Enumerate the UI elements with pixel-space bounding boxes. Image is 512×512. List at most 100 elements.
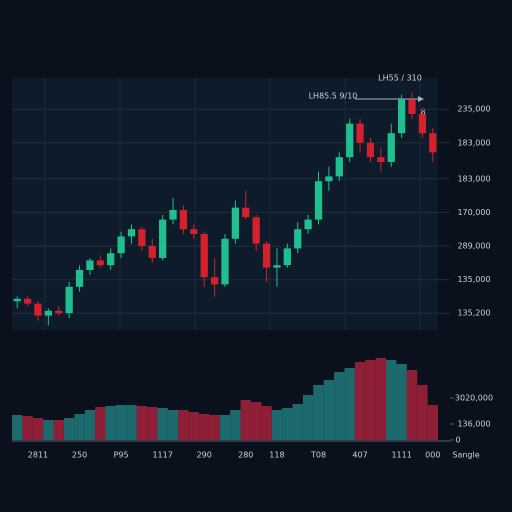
volume-tick-label: 0 xyxy=(455,436,460,445)
volume-bar xyxy=(282,408,293,440)
candle-body xyxy=(127,229,136,237)
annotation: LH55 / 310 xyxy=(378,74,422,83)
candle-body xyxy=(148,246,156,258)
annotation: 8 xyxy=(420,108,425,117)
volume-bar xyxy=(115,405,127,440)
volume-bar xyxy=(250,402,262,440)
volume-bar xyxy=(63,418,75,440)
x-tick-label: P95 xyxy=(114,451,129,460)
volume-bar xyxy=(344,368,355,440)
volume-bar xyxy=(22,416,33,440)
x-tick-label: 1117 xyxy=(152,451,172,460)
volume-bar xyxy=(240,400,251,440)
candle-body xyxy=(96,260,104,266)
candle-body xyxy=(23,298,32,304)
volume-bar xyxy=(84,410,96,440)
candle-body xyxy=(273,265,281,268)
candle-body xyxy=(169,210,177,220)
volume-bar xyxy=(95,407,106,440)
candle-body xyxy=(283,248,291,266)
volume-bar xyxy=(417,385,428,440)
volume-bar xyxy=(230,410,241,440)
volume-bar xyxy=(188,412,200,440)
x-tick-label: T08 xyxy=(310,451,326,460)
x-tick-label: 407 xyxy=(352,451,367,460)
candle-body xyxy=(387,133,395,162)
x-tick-label: 118 xyxy=(269,451,284,460)
candle-body xyxy=(335,157,343,177)
candle-body xyxy=(179,210,188,230)
x-tick-label: 1111 xyxy=(391,451,411,460)
volume-bar xyxy=(261,406,272,440)
candle-body xyxy=(13,298,21,302)
volume-bar xyxy=(12,415,23,440)
candle-body xyxy=(377,157,385,162)
candle-body xyxy=(346,123,354,158)
x-tick-label: 250 xyxy=(72,451,87,460)
candle-body xyxy=(221,238,229,285)
y-tick-label: 183,000 xyxy=(457,138,490,147)
candle-body xyxy=(117,236,125,254)
annotation-arrowhead xyxy=(418,96,424,102)
volume-tick-label: 136,000 xyxy=(457,420,490,429)
plot-area xyxy=(12,78,438,330)
y-tick-label: 183,000 xyxy=(457,174,490,183)
y-tick-label: 135,000 xyxy=(457,275,490,284)
volume-bar xyxy=(157,408,168,440)
volume-bar xyxy=(126,405,137,440)
candle-body xyxy=(190,229,198,234)
volume-bar xyxy=(209,415,220,440)
candle-body xyxy=(75,270,84,287)
candle-body xyxy=(44,310,53,316)
candle-body xyxy=(242,207,250,218)
volume-bar xyxy=(323,380,335,440)
volume-bar xyxy=(313,385,324,440)
volume-bar xyxy=(53,420,64,440)
volume-bar xyxy=(32,418,44,440)
candle-body xyxy=(231,207,240,239)
candle-body xyxy=(356,123,364,143)
volume-bar xyxy=(365,360,376,440)
candle-body xyxy=(397,99,406,134)
candle-body xyxy=(429,133,437,153)
volume-bar xyxy=(406,370,418,440)
x-tick-label: 2811 xyxy=(28,451,48,460)
y-tick-label: 170,000 xyxy=(457,208,490,217)
candle-body xyxy=(408,99,416,114)
volume-tick-label: 3020,000 xyxy=(455,394,493,403)
volume-bar xyxy=(271,410,283,440)
candle-body xyxy=(314,181,323,220)
volume-bar xyxy=(136,406,148,440)
volume-bar xyxy=(396,364,407,440)
candle-body xyxy=(159,219,167,258)
candle-body xyxy=(252,217,260,244)
candle-body xyxy=(262,243,271,268)
volume-bar xyxy=(375,358,387,440)
y-tick-label: 135,200 xyxy=(457,309,490,318)
volume-bar xyxy=(427,405,438,440)
x-tick-label: 290 xyxy=(197,451,212,460)
volume-bar xyxy=(354,362,366,440)
candle-body xyxy=(34,303,42,316)
volume-bar xyxy=(74,414,85,440)
candle-body xyxy=(294,229,302,249)
x-axis-label: Sangle xyxy=(452,451,479,460)
candle-body xyxy=(210,277,219,285)
volume-bar xyxy=(178,410,189,440)
volume-bar xyxy=(147,407,158,440)
candle-body xyxy=(418,114,427,134)
x-tick-label: 280 xyxy=(238,451,253,460)
volume-bar xyxy=(167,410,179,440)
volume-bar xyxy=(292,404,303,440)
volume-bar xyxy=(302,395,314,440)
candle-body xyxy=(325,176,333,182)
candle-body xyxy=(366,142,375,158)
x-tick-label: 000 xyxy=(425,451,440,460)
volume-bar xyxy=(386,360,397,440)
volume-bar xyxy=(105,406,116,440)
annotation: LH85.5 9/10 xyxy=(309,92,358,101)
volume-bar xyxy=(219,415,231,440)
y-tick-label: 289,000 xyxy=(457,242,490,251)
volume-bar xyxy=(43,420,54,440)
